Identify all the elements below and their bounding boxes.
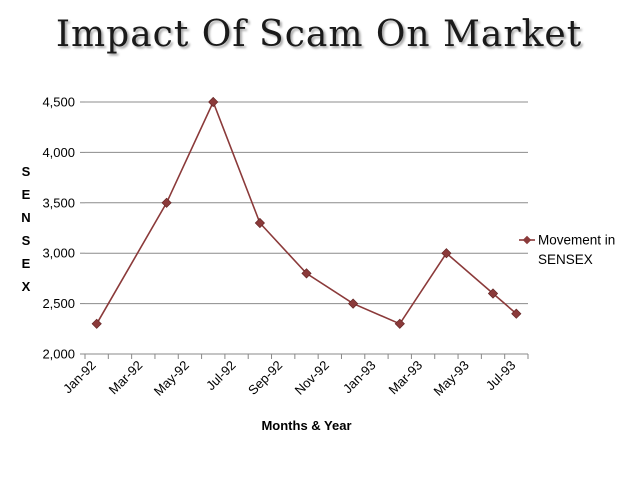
x-axis-ticks: Jan-92 Mar-92 May-92 Jul-92 Sep-92 Nov-92 Jan-… (60, 354, 529, 399)
x-tick-label: Jan-93 (340, 358, 379, 397)
y-axis-title-letter: E (22, 187, 31, 202)
data-point (254, 217, 265, 229)
chart-title: Impact Of Scam On Market (55, 14, 583, 55)
x-tick-label: May-93 (431, 358, 472, 399)
data-point (511, 308, 522, 319)
y-axis-title-letter: E (22, 256, 31, 271)
y-tick-label: 2,500 (42, 296, 75, 311)
legend: Movement in SENSEX (519, 233, 615, 268)
x-tick-label: Nov-92 (292, 358, 332, 398)
data-point (487, 288, 499, 299)
y-axis-title: SENSEX (21, 164, 30, 294)
legend-label: Movement in SENSEX (538, 233, 615, 268)
y-axis-title-letter: S (22, 164, 31, 179)
data-point (91, 318, 102, 329)
y-axis-ticks: 2,000 2,500 3,000 3,500 4,000 4,500 (42, 95, 85, 362)
x-tick-label: Jul-93 (483, 358, 519, 394)
x-tick-label: Jul-92 (203, 358, 239, 394)
y-tick-label: 4,500 (42, 95, 75, 110)
y-tick-label: 3,500 (42, 195, 75, 210)
x-tick-label: Jan-92 (60, 358, 99, 397)
data-point (208, 96, 219, 108)
x-axis-title: Months & Year (261, 418, 351, 433)
y-axis-title-letter: X (22, 279, 31, 294)
gridlines (85, 101, 528, 305)
y-tick-label: 4,000 (42, 145, 75, 160)
y-tick-label: 3,000 (42, 246, 75, 261)
y-axis-title-letter: N (21, 210, 30, 225)
x-tick-label: Sep-92 (245, 358, 285, 398)
data-point (348, 298, 359, 309)
data-point (161, 197, 172, 208)
y-axis-title-letter: S (22, 233, 31, 248)
data-point (394, 318, 405, 329)
legend-marker (522, 235, 532, 245)
series-markers (91, 96, 522, 329)
x-tick-label: May-92 (151, 358, 192, 399)
data-point (301, 268, 312, 279)
series-line (96, 99, 517, 325)
y-tick-label: 2,000 (42, 347, 75, 362)
x-tick-label: Mar-93 (385, 358, 425, 398)
x-tick-label: Mar-92 (106, 358, 146, 398)
data-point (441, 248, 452, 259)
